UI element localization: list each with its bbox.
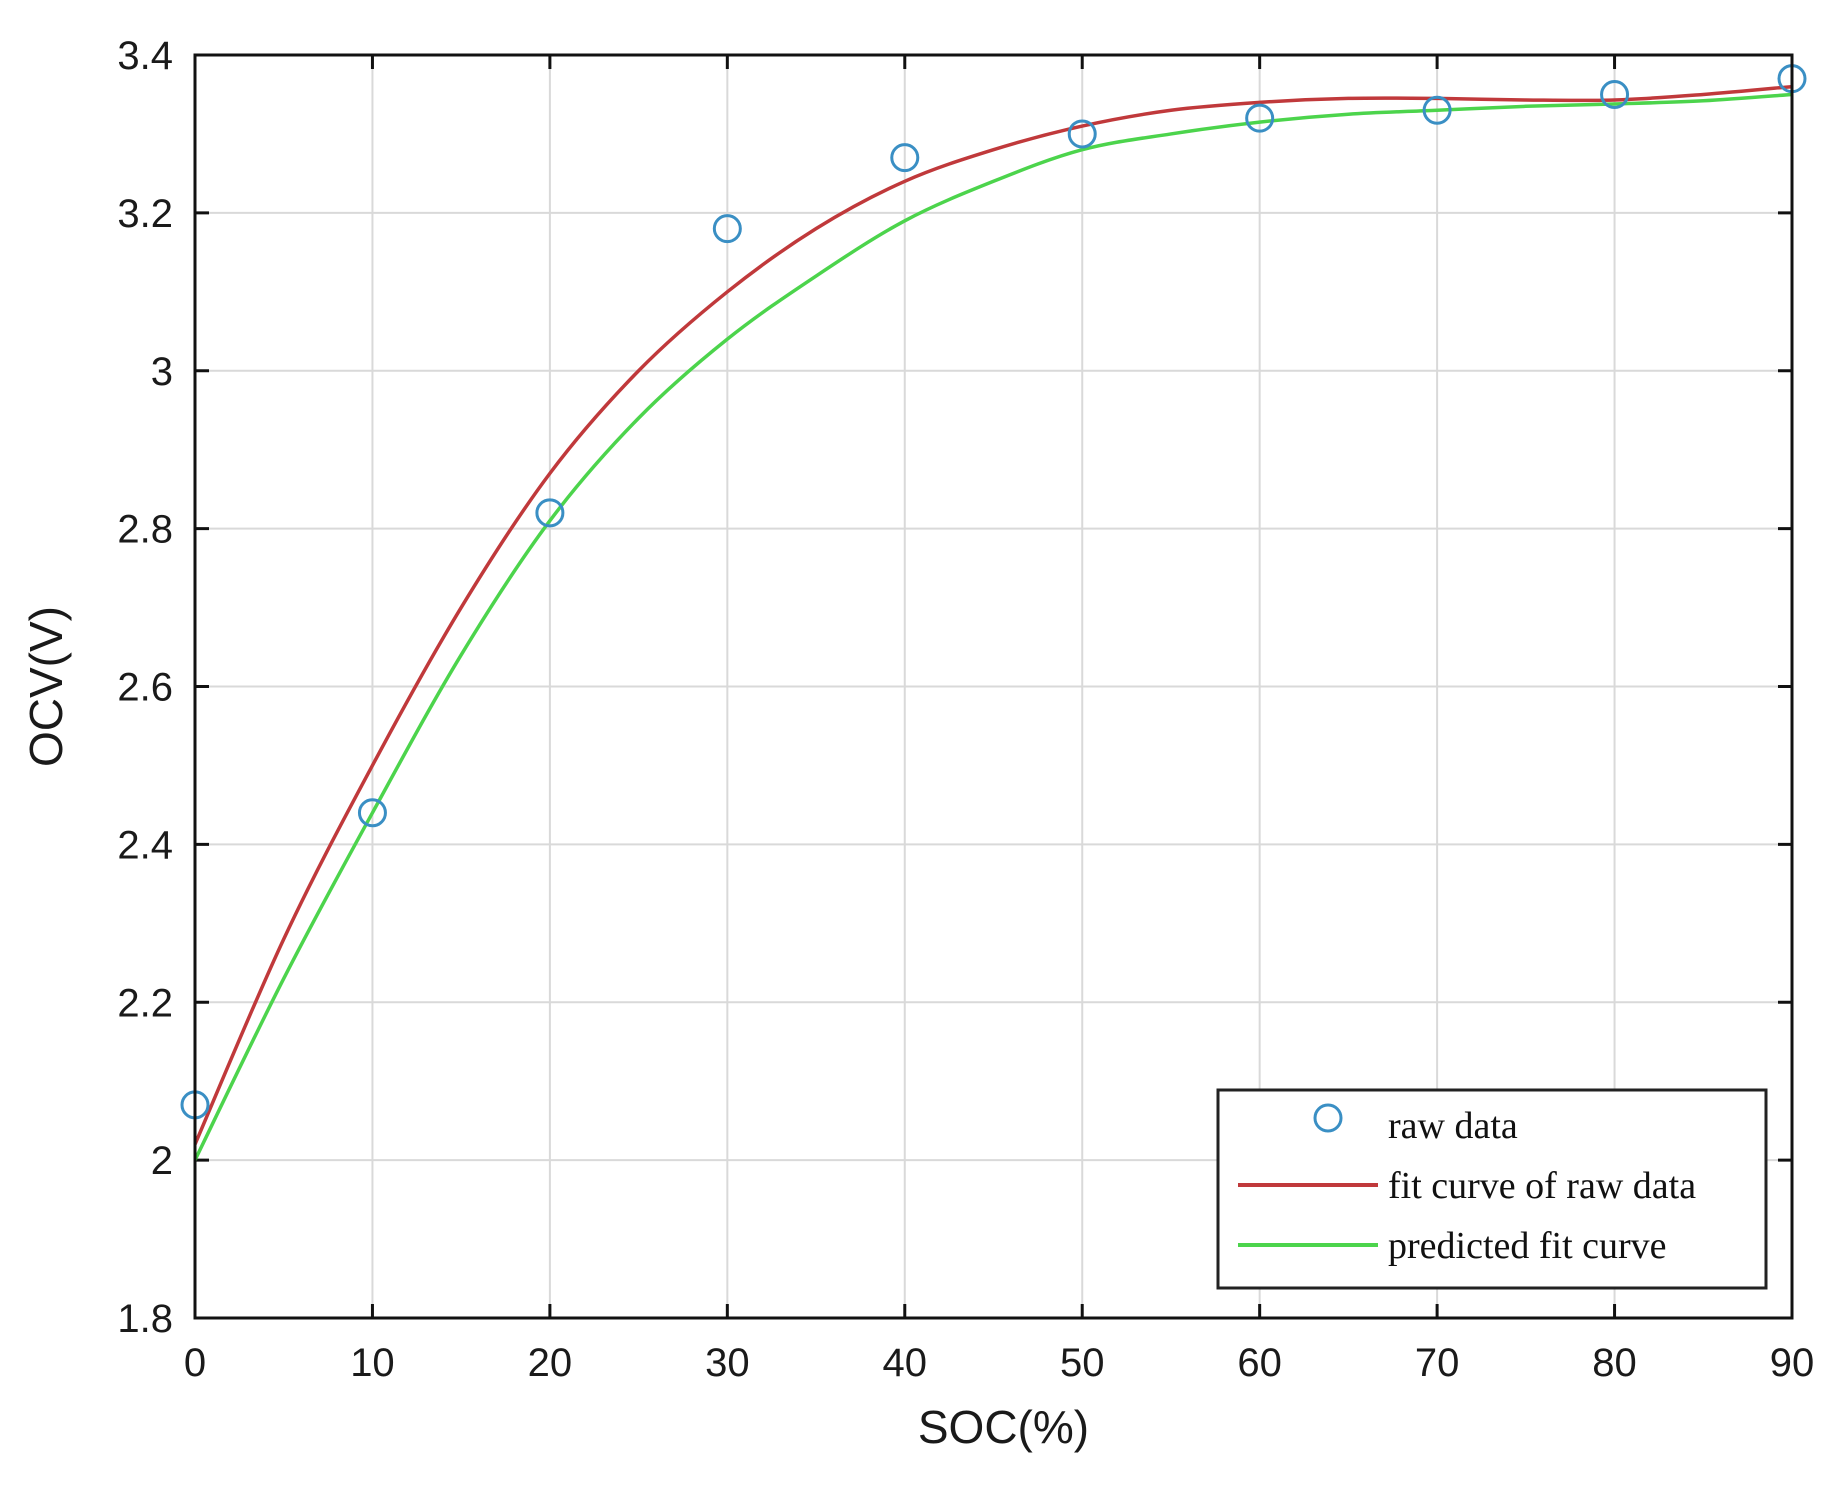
- y-tick-label: 2.2: [117, 981, 173, 1025]
- x-axis-title: SOC(%): [918, 1401, 1089, 1453]
- plot-frame: [193, 53, 1794, 1320]
- predicted-fit-curve-line: [193, 92, 1793, 1161]
- y-tick-label: 1.8: [117, 1297, 173, 1341]
- raw-data-point: [890, 143, 920, 173]
- x-tick-label: 60: [1237, 1341, 1282, 1385]
- y-axis-title: OCV(V): [20, 606, 72, 767]
- y-tick-label: 2.6: [117, 666, 173, 710]
- x-tick-label: 70: [1415, 1341, 1460, 1385]
- y-tick-label: 3.4: [117, 34, 173, 78]
- legend-label-raw-data: raw data: [1388, 1105, 1518, 1147]
- raw-data-point: [1067, 119, 1097, 149]
- x-tick-label: 80: [1592, 1341, 1637, 1385]
- y-tick-label: 3: [151, 350, 173, 394]
- x-tick-label: 30: [705, 1341, 750, 1385]
- legend-marker-raw-data: [1313, 1103, 1343, 1133]
- raw-data-point: [535, 498, 565, 528]
- raw-data-point: [1600, 79, 1630, 109]
- x-tick-label: 20: [528, 1341, 573, 1385]
- legend-label-predicted-fit-curve: predicted fit curve: [1388, 1225, 1667, 1267]
- y-tick-label: 3.2: [117, 192, 173, 236]
- fit-curve-of-raw-data-line: [193, 84, 1793, 1146]
- legend-box: [1216, 1088, 1768, 1290]
- x-tick-label: 90: [1770, 1341, 1815, 1385]
- y-tick-label: 2: [151, 1139, 173, 1183]
- label-layer: 0 10 20 30 40 50 60 70 80 90 1.8 2 2.2 2.4 2.6 2.8 3 3.2 3…: [117, 34, 1814, 1385]
- raw-data-point: [712, 214, 742, 244]
- raw-data-point: [357, 798, 387, 828]
- series-layer: [180, 64, 1807, 1161]
- raw-data-point: [1245, 103, 1275, 133]
- legend: raw data fit curve of raw data predicted f…: [1216, 1088, 1768, 1290]
- legend-label-fit-curve-of-raw-data: fit curve of raw data: [1388, 1165, 1696, 1207]
- x-tick-label: 0: [184, 1341, 206, 1385]
- x-tick-label: 50: [1060, 1341, 1105, 1385]
- raw-data-point: [1422, 95, 1452, 125]
- x-tick-label: 40: [883, 1341, 928, 1385]
- y-tick-label: 2.8: [117, 508, 173, 552]
- y-tick-label: 2.4: [117, 823, 173, 867]
- x-tick-label: 10: [350, 1341, 395, 1385]
